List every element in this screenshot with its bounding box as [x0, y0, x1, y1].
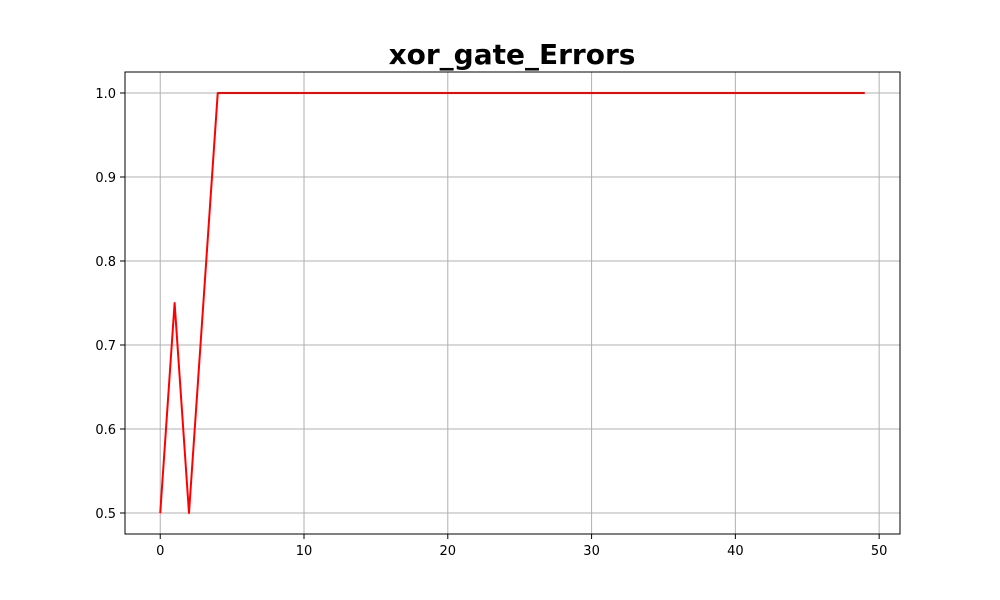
y-axis: 0.5 0.6 0.7 0.8 0.9 1.0 [95, 87, 125, 522]
y-tick-label: 0.5 [95, 507, 116, 522]
y-tick-label: 0.8 [95, 255, 116, 270]
x-tick-label: 0 [156, 544, 164, 559]
x-tick-label: 50 [871, 544, 888, 559]
y-tick-label: 0.9 [95, 171, 116, 186]
x-tick-label: 10 [296, 544, 313, 559]
x-tick-label: 30 [583, 544, 600, 559]
y-tick-label: 0.7 [95, 339, 116, 354]
x-axis: 0 10 20 30 40 50 [156, 534, 887, 559]
x-tick-label: 40 [727, 544, 744, 559]
plot-frame [124, 71, 901, 535]
chart-title: xor_gate_Errors [389, 38, 636, 71]
series-line [159, 92, 865, 514]
series-layer [159, 92, 865, 514]
y-tick-label: 0.6 [95, 423, 116, 438]
x-tick-label: 20 [440, 544, 457, 559]
y-tick-label: 1.0 [95, 87, 116, 102]
grid [125, 72, 900, 534]
